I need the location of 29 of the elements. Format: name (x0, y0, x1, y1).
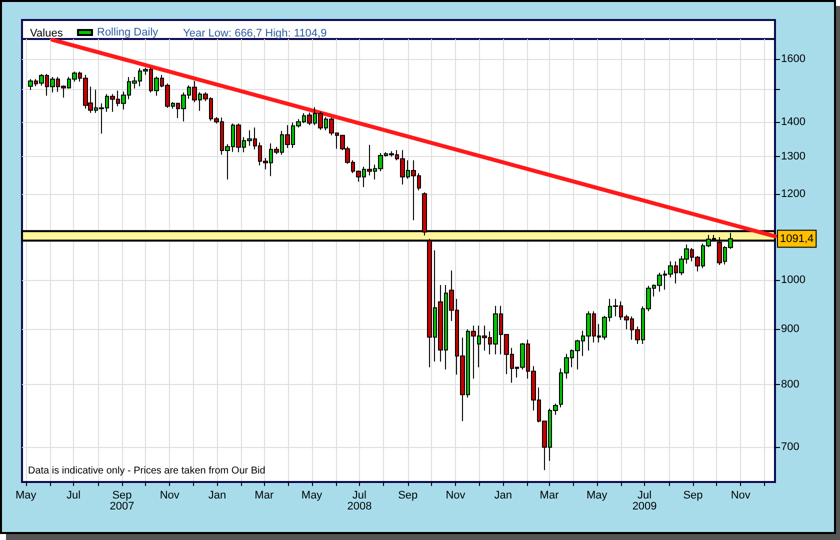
annotation: Data is indicative only - Prices are taken from Our Bid (28, 466, 266, 476)
x-tick-label: Jul (66, 490, 81, 502)
x-tick-label: Mar (254, 490, 274, 502)
x-tick-label: May (586, 490, 608, 502)
x-tick-label: Sep (398, 490, 418, 502)
y-axis-title: Values (30, 28, 64, 40)
x-tick-label: Jul 2008 (347, 490, 372, 512)
y-tick-label: 1600 (781, 53, 806, 66)
y-tick-label: 800 (781, 378, 800, 391)
y-tick-label: 1200 (781, 188, 806, 200)
y-tick-label: 900 (781, 323, 800, 336)
x-tick-label: Jan (208, 490, 226, 502)
x-tick-label: May (16, 490, 37, 502)
x-tick-label: Nov (160, 490, 180, 502)
y-tick-label: 1000 (781, 274, 806, 286)
x-tick-label: Sep (683, 490, 703, 502)
y-tick-label: 1300 (781, 150, 806, 163)
x-tick-label: Jan (494, 490, 512, 502)
legend-label: Rolling Daily (97, 26, 159, 38)
x-tick-label: Nov (730, 490, 751, 502)
x-tick-label: Jul 2009 (632, 490, 657, 512)
y-tick-label: 700 (781, 441, 800, 454)
chart-subtitle: Year Low: 666,7 High: 1104,9 (183, 28, 327, 40)
annotation: 1091,4 (780, 233, 814, 246)
y-tick-label: 1400 (781, 116, 806, 128)
x-tick-label: Mar (540, 490, 560, 502)
x-tick-label: May (301, 490, 323, 502)
x-tick-label: Sep 2007 (110, 490, 134, 512)
x-tick-label: Nov (446, 490, 466, 502)
